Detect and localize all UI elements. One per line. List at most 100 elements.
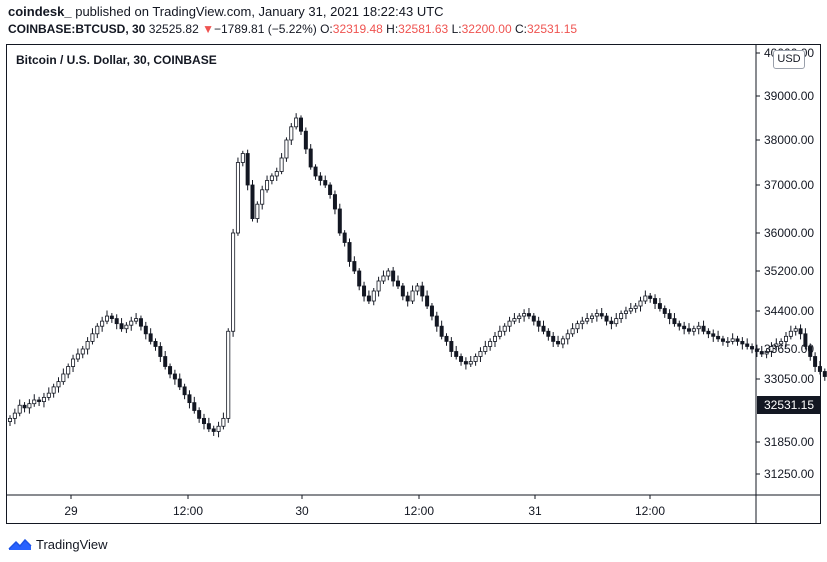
- candle-body: [691, 328, 696, 332]
- candle: [284, 137, 289, 162]
- candle-body: [211, 428, 216, 432]
- tradingview-brand[interactable]: TradingView: [8, 536, 108, 552]
- price-axis: 40000.0039000.0038000.0037000.0036000.00…: [756, 46, 814, 481]
- candle: [803, 328, 808, 350]
- candle-body: [75, 353, 80, 360]
- candle-body: [517, 315, 522, 320]
- candle: [395, 275, 400, 289]
- candle-body: [769, 346, 774, 352]
- candle-body: [303, 130, 308, 150]
- candle: [478, 347, 483, 362]
- candle: [449, 337, 454, 357]
- chart-frame[interactable]: [6, 44, 821, 524]
- candle: [51, 383, 56, 398]
- candle: [599, 308, 604, 320]
- candle: [405, 291, 410, 307]
- candle: [56, 377, 61, 393]
- candle-body: [526, 313, 531, 317]
- candle: [328, 182, 333, 199]
- candle: [638, 296, 643, 312]
- candle-body: [556, 340, 561, 345]
- candle-body: [813, 356, 818, 367]
- candle: [90, 328, 95, 345]
- candle: [153, 338, 158, 351]
- candle: [71, 354, 76, 372]
- candle: [119, 318, 124, 332]
- candle-body: [172, 373, 177, 380]
- candle-body: [808, 346, 813, 357]
- candle-body: [648, 295, 653, 299]
- candle: [289, 123, 294, 145]
- candle: [381, 270, 386, 284]
- candle-body: [730, 338, 735, 342]
- author-name[interactable]: coindesk_: [8, 4, 72, 19]
- symbol-label: COINBASE:BTCUSD, 30: [8, 22, 146, 36]
- candle-body: [449, 340, 454, 352]
- candle: [764, 348, 769, 359]
- candle: [774, 338, 779, 350]
- candle: [342, 230, 347, 247]
- candle-body: [439, 325, 444, 337]
- candle: [648, 293, 653, 303]
- candle: [459, 353, 464, 366]
- candle: [255, 201, 260, 223]
- candle: [274, 167, 279, 181]
- candle: [226, 328, 231, 423]
- time-tick-label: 12:00: [635, 504, 665, 518]
- candle: [444, 333, 449, 346]
- price-tick-label: 31850.00: [764, 435, 814, 449]
- candle-body: [182, 386, 187, 396]
- candle-body: [638, 300, 643, 307]
- candle: [260, 185, 265, 210]
- candle: [366, 290, 371, 304]
- candle-body: [614, 318, 619, 325]
- candle-body: [124, 324, 129, 330]
- candle: [745, 338, 750, 350]
- candle: [696, 321, 701, 335]
- candle: [502, 323, 507, 336]
- candle: [817, 361, 822, 375]
- candle: [779, 338, 784, 349]
- candle-body: [187, 394, 192, 404]
- candle: [201, 413, 206, 430]
- last-price-tag-bg: [757, 396, 821, 414]
- candle: [66, 363, 71, 379]
- candle-body: [192, 402, 197, 411]
- candle-body: [512, 318, 517, 322]
- price-tick-label: 34400.00: [764, 304, 814, 318]
- candle-body: [12, 412, 17, 419]
- candle-body: [7, 417, 12, 422]
- candle-body: [633, 305, 638, 309]
- candle: [245, 149, 250, 191]
- candle-body: [294, 117, 299, 128]
- candle: [551, 332, 556, 347]
- candle-body: [662, 308, 667, 314]
- time-tick-label: 29: [64, 504, 78, 518]
- candle: [337, 203, 342, 236]
- candle-body: [502, 325, 507, 332]
- candle-body: [541, 325, 546, 332]
- candle: [415, 283, 420, 296]
- currency-button[interactable]: USD: [773, 50, 805, 69]
- candle: [682, 321, 687, 335]
- candle-body: [119, 323, 124, 330]
- candle: [706, 328, 711, 339]
- candle-body: [657, 303, 662, 309]
- candle: [594, 309, 599, 322]
- close-value: 32531.15: [527, 22, 578, 36]
- candle-body: [444, 335, 449, 342]
- candle-body: [100, 320, 105, 327]
- candle: [22, 402, 27, 413]
- candle: [235, 157, 240, 236]
- candle-body: [71, 358, 76, 367]
- candle-body: [221, 417, 226, 427]
- candle: [143, 321, 148, 340]
- candle-body: [37, 399, 42, 402]
- candle-body: [522, 313, 527, 317]
- candle-body: [376, 280, 381, 292]
- candle: [541, 320, 546, 335]
- price-tick-label: 39000.00: [764, 89, 814, 103]
- price-tick-label: 37000.00: [764, 178, 814, 192]
- candle-body: [337, 208, 342, 234]
